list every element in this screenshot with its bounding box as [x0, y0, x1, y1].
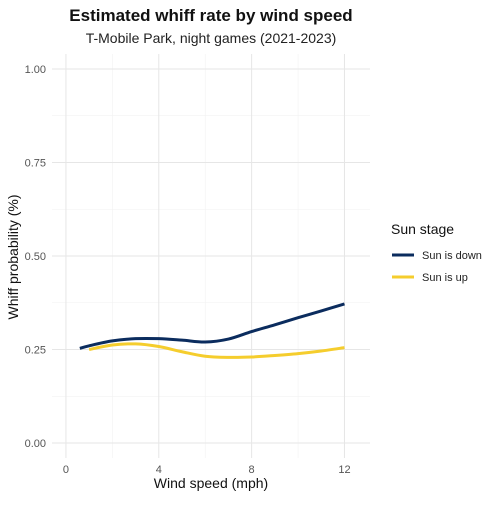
x-tick-label: 12: [338, 464, 350, 476]
x-tick-label: 0: [63, 464, 69, 476]
legend-label-sun-is-up: Sun is up: [422, 272, 468, 284]
x-axis-title: Wind speed (mph): [154, 475, 268, 491]
grid-layer: [52, 54, 370, 458]
y-tick-label: 0.50: [25, 251, 46, 263]
y-tick-label: 1.00: [25, 64, 46, 76]
y-tick-label: 0.75: [25, 157, 46, 169]
plot-panel: [52, 54, 370, 458]
series-line-sun-is-down: [79, 302, 345, 350]
x-tick-label: 4: [156, 464, 162, 476]
y-tick-label: 0.25: [25, 345, 46, 357]
chart-subtitle: T-Mobile Park, night games (2021-2023): [86, 30, 337, 46]
legend-items: Sun is down Sun is up: [392, 250, 482, 284]
series-line-sun-is-up: [88, 342, 345, 359]
legend-title: Sun stage: [391, 221, 454, 237]
series-layer: [79, 302, 345, 359]
y-axis-title: Whiff probability (%): [5, 194, 21, 319]
legend-label-sun-is-down: Sun is down: [422, 250, 482, 262]
tick-labels: 0 4 8 12 0.00 0.25 0.50 0.75 1.00: [25, 64, 351, 476]
legend: Sun stage Sun is down Sun is up: [391, 221, 482, 284]
x-tick-label: 8: [249, 464, 255, 476]
chart-title: Estimated whiff rate by wind speed: [69, 6, 352, 25]
y-tick-label: 0.00: [25, 438, 46, 450]
